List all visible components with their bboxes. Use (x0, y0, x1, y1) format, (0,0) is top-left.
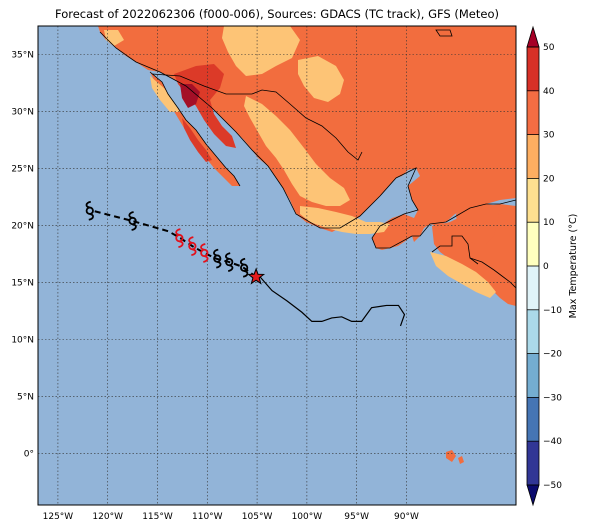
land-highlands-plateau (244, 96, 350, 206)
lon-tick-label: 100°W (292, 512, 323, 522)
colorbar-tick-label: 40 (543, 87, 555, 97)
colorbar-segment (527, 266, 539, 310)
colorbar-segment (527, 353, 539, 398)
lat-tick-label: 0° (24, 450, 34, 460)
lon-tick-label: 90°W (394, 512, 419, 522)
colorbar-over-arrow (526, 25, 540, 48)
tropical-cyclone-icon (200, 243, 209, 263)
lat-tick-label: 15°N (11, 279, 34, 289)
lon-tick-label: 120°W (92, 512, 123, 522)
lat-tick-label: 10°N (11, 336, 34, 346)
coastline-baja-west (149, 71, 241, 187)
tc-symbols (85, 200, 249, 278)
lon-tick-label: 110°W (192, 512, 223, 522)
colorbar-tick-label: −40 (543, 437, 562, 447)
past-track-line (258, 275, 406, 327)
land-transvolcanic (300, 206, 390, 234)
colorbar-segment (527, 397, 539, 442)
tropical-cyclone-icon (85, 200, 94, 221)
current-position-star-icon (247, 267, 266, 285)
colorbar-tick-label: 30 (543, 131, 555, 141)
colorbar-segment (527, 134, 539, 179)
land-chiapas-high (430, 252, 496, 298)
colorbar-segment (527, 222, 539, 266)
colorbar-tick-label: −10 (543, 306, 562, 316)
lon-tick-label: 95°W (344, 512, 369, 522)
colorbar-tick-label: 50 (543, 43, 555, 53)
lon-tick-label: 125°W (43, 512, 74, 522)
map-title: Forecast of 2022062306 (f000-006), Sourc… (55, 7, 499, 21)
colorbar-segment (527, 441, 539, 485)
land-sonora-core (180, 84, 200, 108)
colorbar-tick-label: −30 (543, 393, 562, 403)
axis-ticks: 125°W 120°W 115°W 110°W 105°W 100°W 95°W 90°W 0°… (11, 51, 419, 522)
forecast-track-line (92, 209, 257, 278)
land-rockies (222, 26, 300, 76)
lat-tick-label: 35°N (11, 51, 34, 61)
lat-tick-label: 20°N (11, 222, 34, 232)
tropical-cyclone-icon (128, 211, 137, 231)
map-frame (37, 25, 517, 506)
tropical-cyclone-icon (175, 228, 184, 249)
colorbar-tick-label: −20 (543, 350, 562, 360)
great-lakes-outline (435, 29, 453, 37)
land-baja-north (150, 76, 180, 112)
lon-tick-label: 115°W (142, 512, 173, 522)
tropical-cyclone-icon (213, 248, 222, 269)
us-mexico-border (151, 73, 363, 161)
country-borders (99, 29, 516, 289)
tropical-cyclone-icon (188, 236, 197, 256)
border-guatemala (431, 235, 479, 265)
colorbar-under-arrow (526, 484, 540, 507)
lat-tick-label: 30°N (11, 108, 34, 118)
colorbar-tick-label: 10 (543, 218, 555, 228)
land-southwest-high (298, 56, 344, 102)
map-panel (38, 26, 516, 505)
tc-track (85, 200, 406, 327)
colorbar-segment (527, 90, 539, 135)
lat-tick-label: 5°N (17, 393, 34, 403)
lon-tick-label: 105°W (242, 512, 273, 522)
colorbar-tick-label: 20 (543, 174, 555, 184)
colorbar-tick-label: 0 (543, 262, 549, 272)
galapagos-islands (446, 450, 464, 464)
land-east-coast-warm (104, 30, 124, 46)
yucatan (456, 204, 500, 244)
border-central-america (469, 257, 516, 289)
colorbar-label: Max Temperature (°C) (568, 214, 579, 319)
colorbar-segment (527, 178, 539, 223)
land-baja-hot (182, 118, 212, 162)
colorbar-segment (527, 309, 539, 354)
colorbar-segment (527, 47, 539, 91)
map-gridlines (38, 26, 516, 505)
colorbar: −50 −40 −30 −20 −10 0 10 20 30 40 50 (526, 25, 562, 507)
colorbar-tick-label: −50 (543, 481, 562, 491)
tropical-cyclone-icon (239, 257, 249, 278)
lat-tick-label: 25°N (11, 165, 34, 175)
tropical-cyclone-icon (225, 252, 234, 272)
coastline-mexico-pacific (99, 31, 516, 249)
